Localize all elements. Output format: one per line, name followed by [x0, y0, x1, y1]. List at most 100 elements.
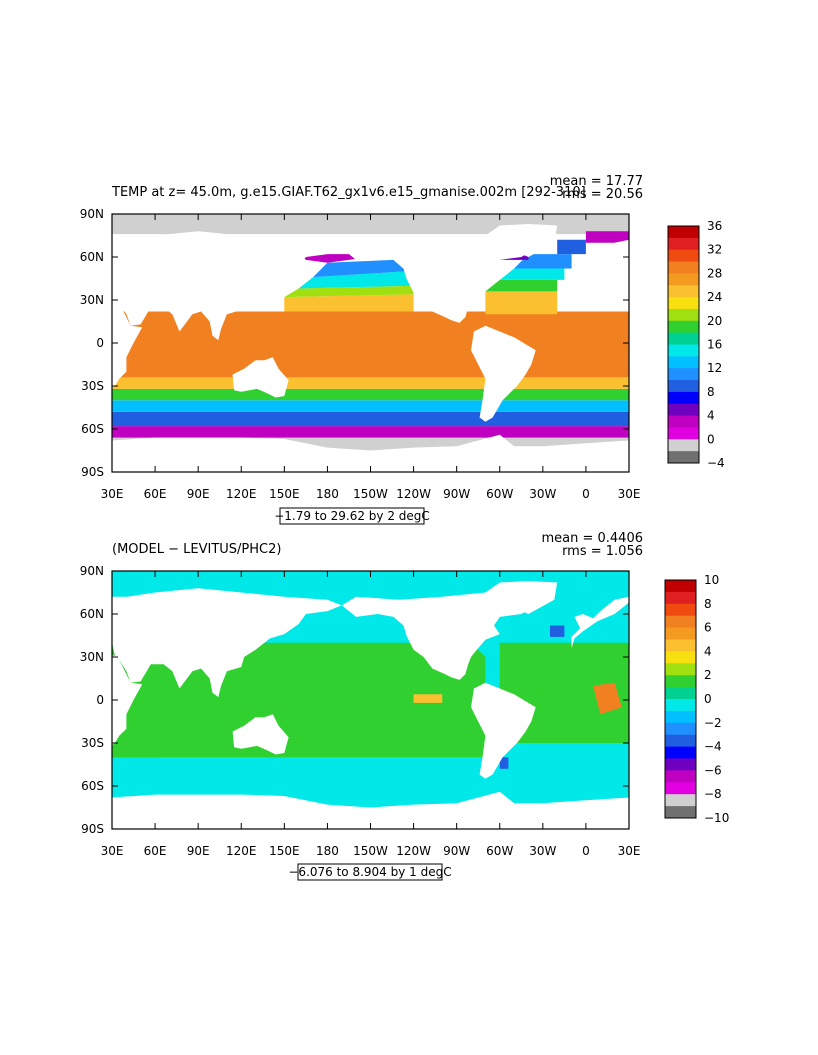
land-europe	[571, 596, 629, 649]
colorbar-label: 20	[707, 314, 722, 328]
y-tick-label: 90N	[80, 207, 104, 221]
panel-title: (MODEL − LEVITUS/PHC2)	[112, 542, 281, 557]
colorbar-swatch	[668, 285, 699, 298]
land-australia	[232, 357, 289, 398]
y-tick-label: 90S	[81, 465, 104, 479]
x-tick-label: 90E	[187, 844, 210, 858]
colorbar-swatch	[668, 403, 699, 417]
colorbar-swatch	[668, 415, 699, 428]
colorbar-swatch	[665, 627, 696, 640]
contour-band	[284, 294, 414, 312]
contour-band	[485, 279, 558, 292]
colorbar-frame	[667, 225, 700, 464]
colorbar-swatch	[668, 249, 699, 263]
landmask-panel-2	[112, 581, 629, 829]
land-namerica	[341, 224, 550, 323]
colorbar-swatch	[665, 710, 696, 724]
contour-band	[112, 426, 629, 438]
contour-band	[499, 757, 509, 769]
colorbar-label: −4	[707, 456, 725, 470]
land-africa	[112, 655, 143, 746]
land-namerica	[341, 581, 550, 680]
colorbar-label: −6	[704, 763, 722, 777]
contour-band	[112, 400, 629, 412]
colorbar-swatch	[668, 344, 699, 357]
y-tick-label: 30N	[80, 650, 104, 664]
colorbar-swatch	[665, 770, 696, 783]
contour-band	[313, 259, 407, 278]
contour-band	[485, 291, 558, 315]
y-tick-label: 60N	[80, 250, 104, 264]
colorbar-swatch	[665, 746, 696, 759]
colorbar-label: −10	[704, 811, 729, 825]
panel-title: TEMP at z= 45.0m, g.e15.GIAF.T62_gx1v6.e…	[111, 185, 586, 200]
colorbar-swatch	[665, 675, 696, 688]
colorbar-swatch	[665, 699, 696, 712]
range-label: −6.076 to 8.904 by 1 degC	[288, 865, 451, 879]
colorbar-swatch	[665, 591, 696, 605]
land-europe	[571, 239, 629, 292]
x-tick-label: 120W	[396, 844, 431, 858]
contour-band	[112, 311, 629, 378]
colorbar-label: 8	[707, 385, 715, 399]
y-tick-label: 60S	[81, 779, 104, 793]
colorbar-label: 6	[704, 621, 712, 635]
colorbar-swatch	[668, 368, 699, 381]
x-tick-label: 60E	[144, 487, 167, 501]
colorbar-swatch	[665, 615, 696, 629]
colorbar-label: 4	[704, 644, 712, 658]
colorbar-swatch	[668, 427, 699, 440]
x-tick-label: 60E	[144, 844, 167, 858]
y-tick-label: 90S	[81, 822, 104, 836]
colorbar-swatch	[668, 273, 699, 286]
colorbar-label: 36	[707, 219, 722, 233]
range-box	[279, 507, 425, 525]
x-tick-label: 60W	[486, 844, 513, 858]
y-tick-label: 0	[96, 693, 104, 707]
contour-band	[499, 268, 565, 280]
colorbar-swatch	[665, 782, 696, 795]
colorbar-swatch	[665, 603, 696, 617]
colorbar-swatch	[668, 237, 699, 251]
colorbar-swatch	[665, 722, 696, 736]
colorbar-swatch	[668, 451, 699, 464]
y-tick-label: 30S	[81, 379, 104, 393]
contour-band	[593, 682, 622, 715]
colorbar-label: 12	[707, 361, 722, 375]
landmask-panel-1	[112, 224, 629, 472]
contour-band	[112, 411, 629, 427]
y-tick-label: 60S	[81, 422, 104, 436]
stat-rms: rms = 20.56	[562, 187, 643, 202]
land-samerica	[471, 682, 536, 779]
x-tick-label: 150W	[353, 487, 388, 501]
x-tick-label: 0	[582, 487, 590, 501]
x-tick-label: 30E	[101, 844, 124, 858]
colorbar-swatch	[665, 639, 696, 652]
x-tick-label: 30E	[101, 487, 124, 501]
x-tick-label: 90E	[187, 487, 210, 501]
land-antarctica	[112, 791, 629, 829]
x-tick-label: 120W	[396, 487, 431, 501]
contour-band	[413, 694, 443, 703]
colorbar-label: 8	[704, 597, 712, 611]
contour-band	[550, 625, 565, 637]
x-tick-label: 30E	[618, 487, 641, 501]
colorbar-label: −8	[704, 787, 722, 801]
x-tick-label: 120E	[226, 844, 257, 858]
colorbar-swatch	[665, 663, 696, 676]
colorbar-label: 32	[707, 243, 722, 257]
colorbar-swatch	[665, 758, 696, 771]
x-tick-label: 150E	[269, 844, 300, 858]
colorbar-label: 0	[707, 432, 715, 446]
stat-rms: rms = 1.056	[562, 544, 643, 559]
land-australia	[232, 714, 289, 755]
land-asia	[112, 588, 342, 698]
colorbar-swatch	[665, 580, 696, 593]
colorbar-swatch	[668, 297, 699, 310]
x-tick-label: 150E	[269, 487, 300, 501]
colorbar-label: 28	[707, 266, 722, 280]
land-antarctica	[112, 434, 629, 472]
x-tick-label: 30E	[618, 844, 641, 858]
land-greenland	[502, 224, 558, 257]
